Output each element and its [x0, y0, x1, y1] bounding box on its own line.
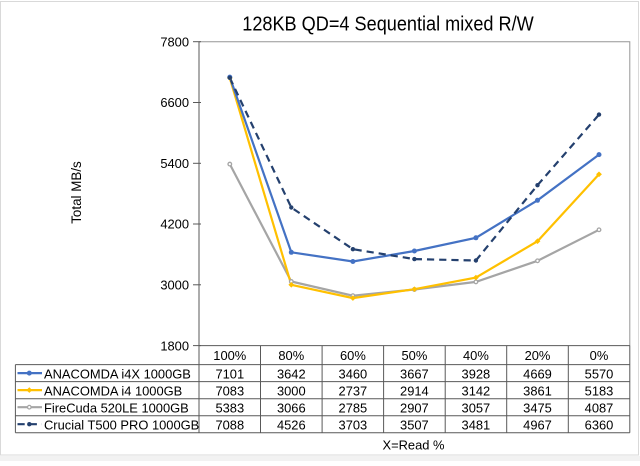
- svg-text:X=Read %: X=Read %: [383, 438, 445, 453]
- svg-text:3460: 3460: [339, 366, 368, 381]
- svg-text:3703: 3703: [339, 417, 368, 432]
- svg-text:2907: 2907: [400, 400, 429, 415]
- svg-text:ANACOMDA i4 1000GB: ANACOMDA i4 1000GB: [44, 383, 182, 398]
- svg-text:80%: 80%: [278, 348, 304, 363]
- svg-text:50%: 50%: [401, 348, 427, 363]
- svg-text:2737: 2737: [339, 383, 368, 398]
- svg-text:3000: 3000: [160, 278, 189, 293]
- svg-text:7800: 7800: [160, 34, 189, 49]
- svg-text:4669: 4669: [523, 366, 552, 381]
- svg-text:4200: 4200: [160, 217, 189, 232]
- svg-text:3928: 3928: [462, 366, 491, 381]
- svg-text:0%: 0%: [590, 348, 609, 363]
- svg-text:5383: 5383: [215, 400, 244, 415]
- svg-text:6600: 6600: [160, 95, 189, 110]
- svg-text:3481: 3481: [462, 417, 491, 432]
- svg-text:3142: 3142: [462, 383, 491, 398]
- svg-text:4526: 4526: [277, 417, 306, 432]
- svg-text:7101: 7101: [215, 366, 244, 381]
- svg-text:ANACOMDA i4X 1000GB: ANACOMDA i4X 1000GB: [44, 366, 191, 381]
- svg-text:Crucial T500 PRO 1000GB: Crucial T500 PRO 1000GB: [44, 417, 199, 432]
- svg-text:6360: 6360: [585, 417, 614, 432]
- svg-text:1800: 1800: [160, 338, 189, 353]
- svg-text:3057: 3057: [462, 400, 491, 415]
- svg-text:3507: 3507: [400, 417, 429, 432]
- svg-text:3642: 3642: [277, 366, 306, 381]
- svg-text:3861: 3861: [523, 383, 552, 398]
- svg-text:5183: 5183: [585, 383, 614, 398]
- svg-text:7083: 7083: [215, 383, 244, 398]
- svg-text:128KB QD=4 Sequential mixed R/: 128KB QD=4 Sequential mixed R/W: [242, 14, 534, 36]
- svg-text:3667: 3667: [400, 366, 429, 381]
- svg-text:5570: 5570: [585, 366, 614, 381]
- svg-text:7088: 7088: [215, 417, 244, 432]
- svg-text:Total MB/s: Total MB/s: [69, 161, 84, 224]
- svg-text:3066: 3066: [277, 400, 306, 415]
- svg-text:2914: 2914: [400, 383, 429, 398]
- svg-text:4087: 4087: [585, 400, 614, 415]
- svg-text:3000: 3000: [277, 383, 306, 398]
- svg-text:2785: 2785: [339, 400, 368, 415]
- svg-text:100%: 100%: [213, 348, 246, 363]
- svg-text:40%: 40%: [463, 348, 489, 363]
- svg-text:60%: 60%: [340, 348, 366, 363]
- svg-text:5400: 5400: [160, 156, 189, 171]
- svg-text:4967: 4967: [523, 417, 552, 432]
- svg-text:3475: 3475: [523, 400, 552, 415]
- svg-text:FireCuda 520LE 1000GB: FireCuda 520LE 1000GB: [44, 400, 189, 415]
- svg-text:20%: 20%: [525, 348, 551, 363]
